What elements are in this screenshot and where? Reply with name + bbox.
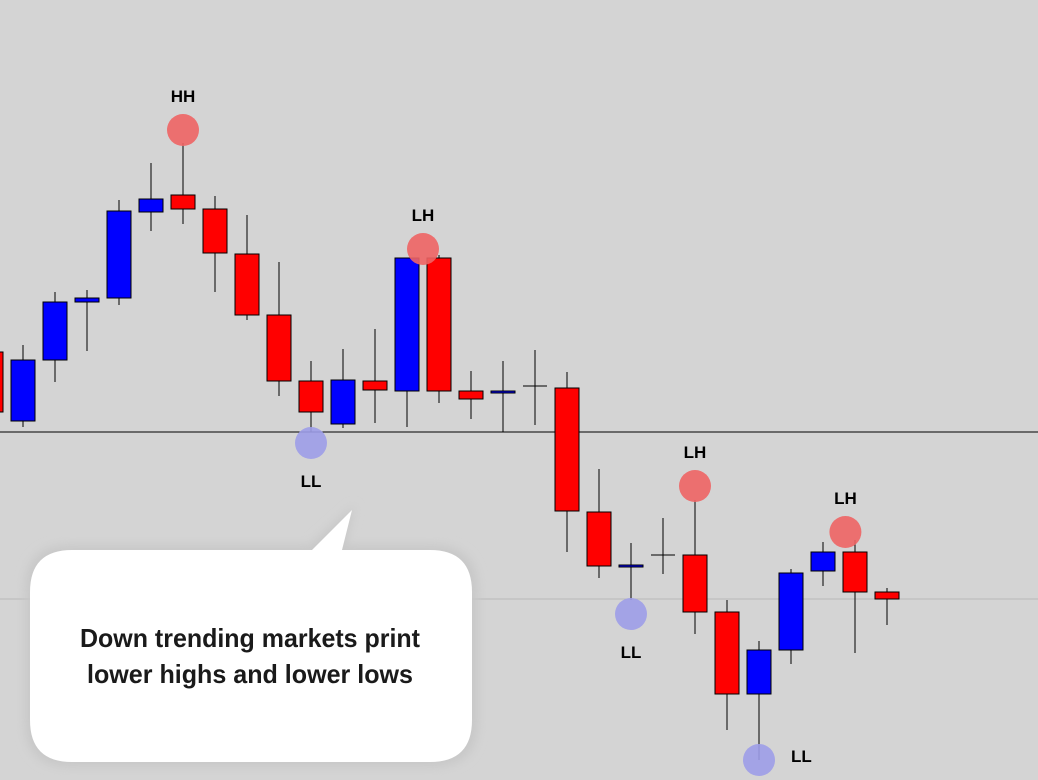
swing-marker [295,427,327,459]
callout-text: Down trending markets print [80,623,420,653]
candle-body [298,380,324,413]
plot-area: HH LH LL LH LL LH LL [0,87,1038,776]
callout: Down trending markets print lower highs … [25,505,478,767]
swing-label: LL [791,747,812,766]
candle-body [138,198,164,213]
swing-label: LL [621,643,642,662]
swing-label: LL [301,472,322,491]
candle-body [0,351,4,413]
candle-body [778,572,804,651]
candle-body [810,551,836,572]
swing-marker [743,744,775,776]
swing-marker [407,233,439,265]
swing-label: LH [684,443,707,462]
swing-label: LH [834,489,857,508]
candle-body [202,208,228,254]
candle-body [490,390,516,394]
swing-label: LH [412,206,435,225]
candle-body [426,257,452,392]
candle-body [10,359,36,422]
candle-body [458,390,484,400]
swing-marker [615,598,647,630]
candle-body [746,649,772,695]
candle-body [842,551,868,593]
candle-body [74,297,100,303]
swing-marker [679,470,711,502]
candle-body [394,257,420,392]
swing-marker [829,516,862,548]
candle-body [618,564,644,568]
swing-marker [167,114,199,146]
candle-body [42,301,68,361]
candle-body [330,379,356,425]
candle-body [874,591,900,600]
candle-body [714,611,740,695]
candle-body [106,210,132,299]
candle-body [170,194,196,210]
callout-bubble [30,510,472,762]
candle-body [554,387,580,512]
swing-label: HH [171,87,196,106]
callout-text: lower highs and lower lows [87,659,413,689]
candle-body [682,554,708,613]
candle-body [362,380,388,391]
candle-body [266,314,292,382]
candle-body [234,253,260,316]
candle-body [586,511,612,567]
